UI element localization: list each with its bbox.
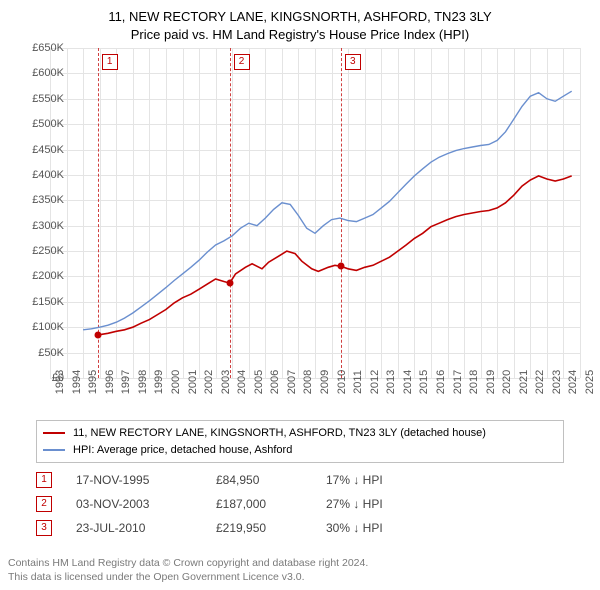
y-tick-label: £400K [32, 169, 64, 181]
x-tick-label: 2016 [435, 370, 447, 394]
footer-line-1: Contains HM Land Registry data © Crown c… [8, 556, 368, 570]
y-tick-label: £150K [32, 296, 64, 308]
y-tick-label: £200K [32, 270, 64, 282]
legend-swatch [43, 449, 65, 451]
sale-hpi-delta: 27% ↓ HPI [326, 497, 426, 511]
x-tick-label: 1998 [137, 370, 149, 394]
legend-label: 11, NEW RECTORY LANE, KINGSNORTH, ASHFOR… [73, 425, 486, 442]
series-property [98, 176, 572, 335]
sale-date: 17-NOV-1995 [76, 473, 216, 487]
x-tick-label: 2006 [269, 370, 281, 394]
x-tick-label: 2015 [418, 370, 430, 394]
sale-row: 2 03-NOV-2003£187,00027% ↓ HPI [36, 492, 426, 516]
x-tick-label: 2009 [319, 370, 331, 394]
sale-row-badge: 1 [36, 472, 52, 488]
sale-marker-badge: 2 [234, 54, 250, 70]
x-tick-label: 2023 [551, 370, 563, 394]
sale-row-badge: 2 [36, 496, 52, 512]
x-tick-label: 1993 [54, 370, 66, 394]
plot-area: 1 2 3 [50, 48, 580, 378]
x-tick-label: 2008 [302, 370, 314, 394]
x-tick-label: 2025 [584, 370, 596, 394]
sale-row: 1 17-NOV-1995£84,95017% ↓ HPI [36, 468, 426, 492]
x-tick-label: 2021 [518, 370, 530, 394]
x-tick-label: 2020 [501, 370, 513, 394]
chart-title: 11, NEW RECTORY LANE, KINGSNORTH, ASHFOR… [0, 0, 600, 44]
x-tick-label: 2022 [534, 370, 546, 394]
x-tick-label: 2000 [170, 370, 182, 394]
series-hpi [83, 91, 572, 330]
sale-price: £84,950 [216, 473, 326, 487]
x-tick-label: 2018 [468, 370, 480, 394]
footer-line-2: This data is licensed under the Open Gov… [8, 570, 368, 584]
x-tick-label: 2010 [336, 370, 348, 394]
y-tick-label: £50K [38, 347, 64, 359]
sale-row: 3 23-JUL-2010£219,95030% ↓ HPI [36, 516, 426, 540]
x-tick-label: 2017 [452, 370, 464, 394]
x-tick-label: 2024 [567, 370, 579, 394]
title-line-1: 11, NEW RECTORY LANE, KINGSNORTH, ASHFOR… [0, 8, 600, 26]
sale-date: 03-NOV-2003 [76, 497, 216, 511]
sale-date: 23-JUL-2010 [76, 521, 216, 535]
x-tick-label: 2011 [352, 370, 364, 394]
y-tick-label: £600K [32, 67, 64, 79]
legend-item: 11, NEW RECTORY LANE, KINGSNORTH, ASHFOR… [43, 425, 557, 442]
x-tick-label: 1999 [153, 370, 165, 394]
chart-container: 11, NEW RECTORY LANE, KINGSNORTH, ASHFOR… [0, 0, 600, 590]
x-tick-label: 1996 [104, 370, 116, 394]
x-tick-label: 1994 [71, 370, 83, 394]
x-tick-label: 2001 [187, 370, 199, 394]
footer-attribution: Contains HM Land Registry data © Crown c… [8, 556, 368, 584]
legend: 11, NEW RECTORY LANE, KINGSNORTH, ASHFOR… [36, 420, 564, 463]
sale-marker-badge: 1 [102, 54, 118, 70]
sale-point-marker [337, 263, 344, 270]
title-line-2: Price paid vs. HM Land Registry's House … [0, 26, 600, 44]
y-tick-label: £650K [32, 42, 64, 54]
series-lines [50, 48, 580, 378]
sale-hpi-delta: 30% ↓ HPI [326, 521, 426, 535]
y-tick-label: £350K [32, 194, 64, 206]
x-tick-label: 2019 [485, 370, 497, 394]
x-tick-label: 2003 [220, 370, 232, 394]
x-tick-label: 1995 [87, 370, 99, 394]
x-tick-label: 1997 [120, 370, 132, 394]
x-tick-label: 2004 [236, 370, 248, 394]
x-tick-label: 2007 [286, 370, 298, 394]
sale-marker-badge: 3 [345, 54, 361, 70]
y-tick-label: £450K [32, 144, 64, 156]
legend-swatch [43, 432, 65, 434]
y-tick-label: £500K [32, 118, 64, 130]
sales-table: 1 17-NOV-1995£84,95017% ↓ HPI 2 03-NOV-2003… [36, 468, 426, 540]
y-tick-label: £250K [32, 245, 64, 257]
y-tick-label: £100K [32, 321, 64, 333]
sale-point-marker [94, 331, 101, 338]
x-tick-label: 2013 [385, 370, 397, 394]
x-tick-label: 2002 [203, 370, 215, 394]
x-tick-label: 2005 [253, 370, 265, 394]
y-tick-label: £300K [32, 220, 64, 232]
legend-item: HPI: Average price, detached house, Ashf… [43, 442, 557, 459]
sale-price: £187,000 [216, 497, 326, 511]
sale-point-marker [226, 280, 233, 287]
x-tick-label: 2012 [369, 370, 381, 394]
legend-label: HPI: Average price, detached house, Ashf… [73, 442, 292, 459]
sale-price: £219,950 [216, 521, 326, 535]
y-tick-label: £550K [32, 93, 64, 105]
sale-row-badge: 3 [36, 520, 52, 536]
x-tick-label: 2014 [402, 370, 414, 394]
sale-hpi-delta: 17% ↓ HPI [326, 473, 426, 487]
